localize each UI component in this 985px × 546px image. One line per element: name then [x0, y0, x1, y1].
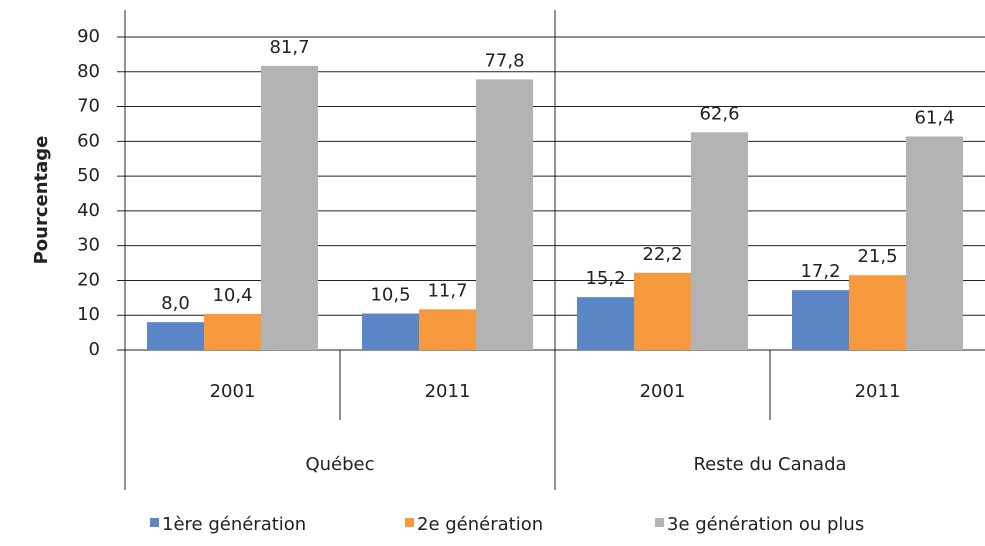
x-tick-label: 2001: [210, 381, 256, 402]
y-tick-label: 0: [89, 339, 100, 360]
data-label: 81,7: [269, 37, 309, 58]
bar: [691, 132, 748, 350]
legend-swatch: [150, 518, 159, 527]
data-label: 10,4: [212, 285, 252, 306]
legend-swatch: [405, 518, 414, 527]
group-label: Reste du Canada: [693, 454, 846, 475]
bar: [577, 297, 634, 350]
y-tick-label: 80: [77, 61, 100, 82]
y-tick-label: 90: [77, 26, 100, 47]
y-tick-label: 30: [77, 235, 100, 256]
bar: [362, 313, 419, 350]
data-label: 21,5: [857, 246, 897, 267]
bar: [849, 275, 906, 350]
data-label: 11,7: [427, 280, 467, 301]
y-tick-label: 60: [77, 130, 100, 151]
group-label: Québec: [305, 454, 374, 475]
data-label: 61,4: [914, 107, 954, 128]
legend-label: 1ère génération: [162, 514, 306, 535]
bar: [261, 65, 318, 351]
y-tick-label: 50: [77, 165, 100, 186]
data-label: 8,0: [161, 293, 190, 314]
bar: [204, 313, 261, 350]
x-tick-label: 2001: [640, 381, 686, 402]
y-tick-label: 10: [77, 304, 100, 325]
bar: [634, 272, 691, 350]
bar: [476, 79, 533, 350]
data-label: 10,5: [370, 284, 410, 305]
y-tick-label: 70: [77, 96, 100, 117]
y-axis-label: Pourcentage: [31, 136, 52, 265]
legend-swatch: [655, 518, 664, 527]
data-label: 15,2: [585, 268, 625, 289]
x-tick-label: 2011: [855, 381, 901, 402]
y-tick-label: 20: [77, 269, 100, 290]
data-label: 17,2: [800, 261, 840, 282]
bar: [147, 322, 204, 350]
bar: [419, 309, 476, 350]
data-label: 77,8: [484, 50, 524, 71]
x-tick-label: 2011: [425, 381, 471, 402]
y-tick-label: 40: [77, 200, 100, 221]
legend-label: 2e génération: [417, 514, 543, 535]
data-label: 62,6: [699, 103, 739, 124]
data-label: 22,2: [642, 244, 682, 265]
bar: [906, 136, 963, 350]
bar: [792, 290, 849, 350]
legend-label: 3e génération ou plus: [667, 514, 864, 535]
